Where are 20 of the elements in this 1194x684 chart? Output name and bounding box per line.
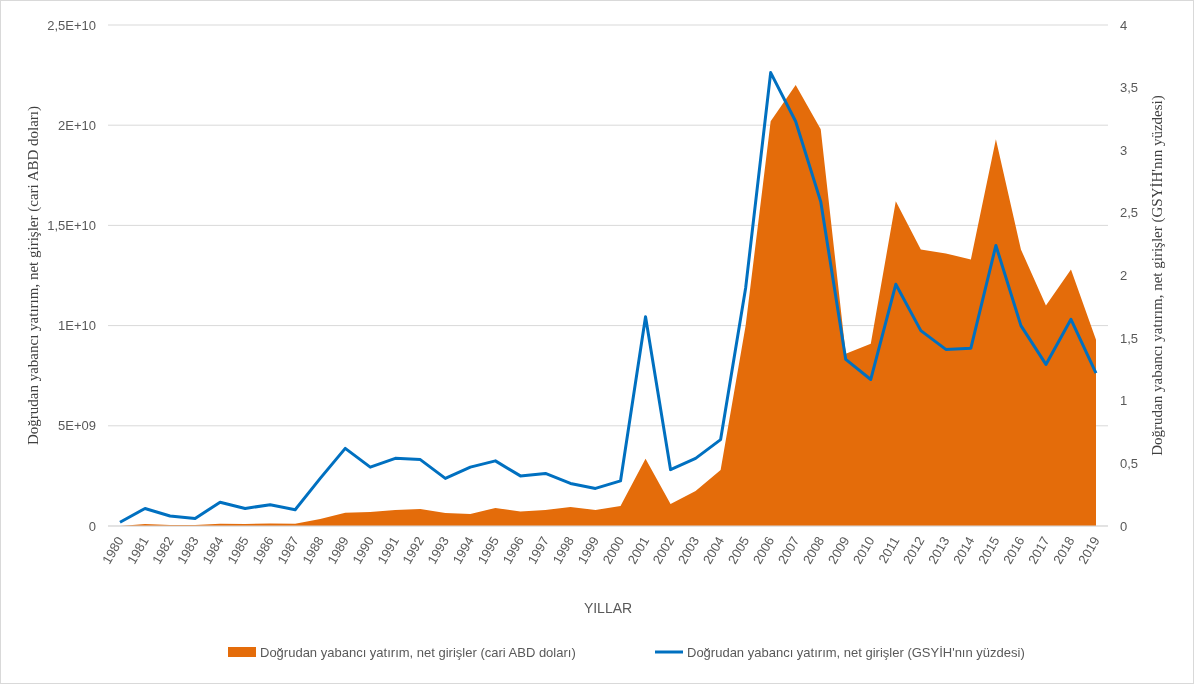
legend-label: Doğrudan yabancı yatırım, net girişler (GSYİH'nın yüzdesi) [687,644,1025,660]
y2-tick-label: 1 [1120,393,1128,409]
x-axis-title: YILLAR [583,600,633,616]
y-tick-label: 2E+10 [58,117,96,133]
y2-tick-label: 4 [1120,17,1128,33]
y-tick-label: 5E+09 [58,418,96,434]
y2-tick-label: 0 [1120,518,1128,534]
y2-tick-label: 3 [1120,142,1128,158]
y2-tick-label: 1,5 [1120,330,1139,346]
y-tick-label: 2,5E+10 [47,17,96,33]
y2-tick-label: 2,5 [1120,205,1139,221]
y-tick-label: 0 [88,518,96,534]
y-axis-title: Doğrudan yabancı yatırım, net girişler (cari ABD doları) [25,105,42,446]
y2-axis-title: Doğrudan yabancı yatırım, net girişler (GSYİH'nın yüzdesi) [1149,95,1166,456]
y2-tick-label: 2 [1120,268,1128,284]
y2-tick-label: 3,5 [1120,80,1139,96]
legend-label: Doğrudan yabancı yatırım, net girişler (cari ABD doları) [260,644,576,660]
y-tick-label: 1,5E+10 [47,217,96,233]
y2-tick-label: 0,5 [1120,455,1139,471]
y-tick-label: 1E+10 [58,318,96,334]
